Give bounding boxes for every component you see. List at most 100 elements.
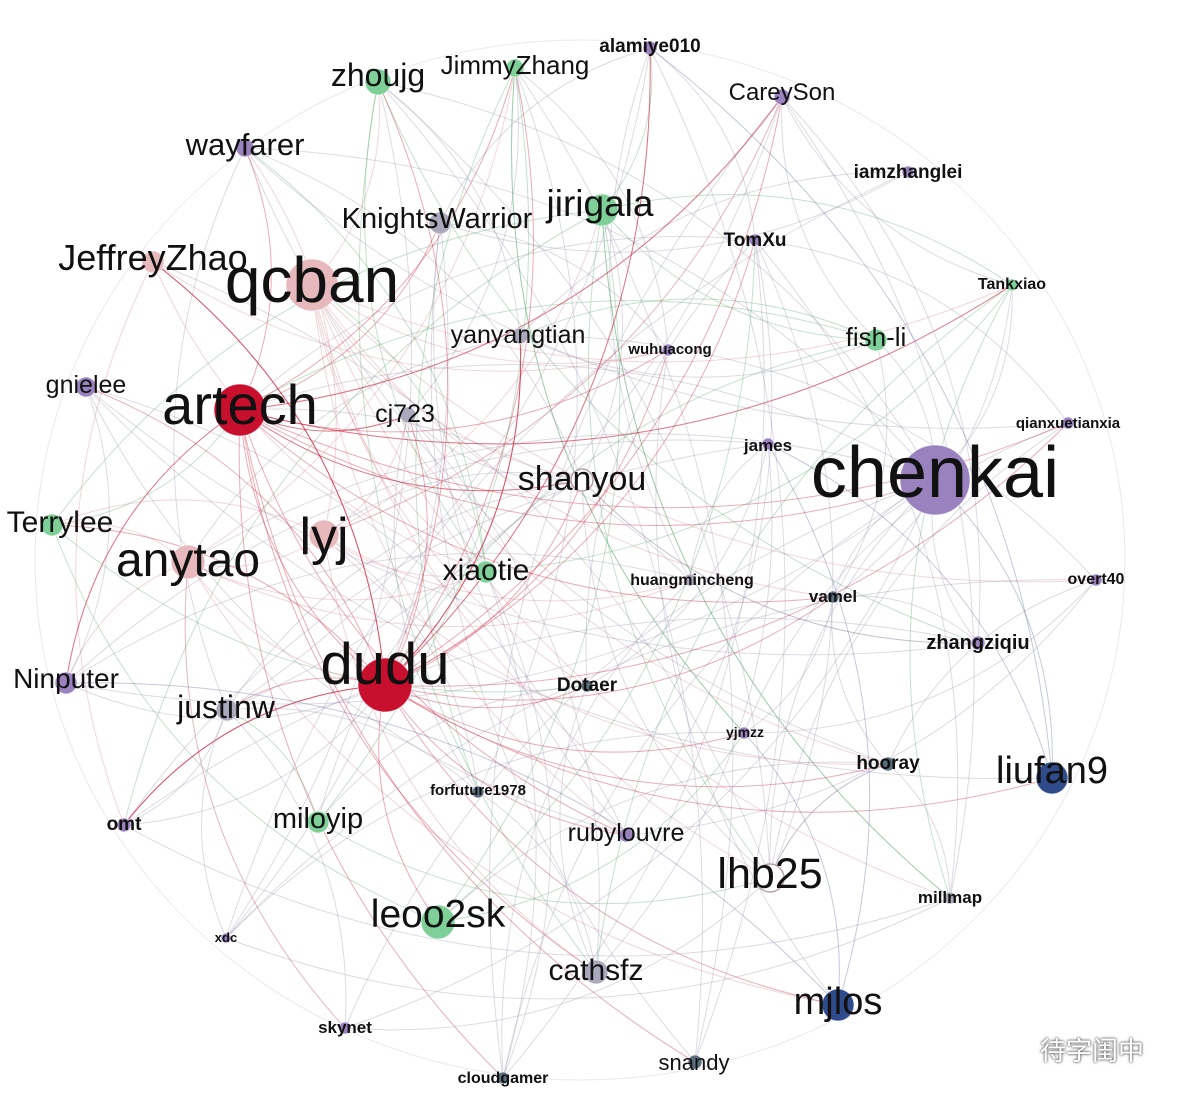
node-label-yjmzz: yjmzz xyxy=(726,724,764,740)
node-lhb25 xyxy=(755,863,785,893)
edge xyxy=(184,561,346,1029)
edge xyxy=(123,709,228,826)
node-label-JimmyZhang: JimmyZhang xyxy=(441,50,590,80)
edge xyxy=(489,96,783,1079)
node-anytao xyxy=(170,544,206,580)
edge xyxy=(226,96,783,711)
edge xyxy=(226,707,479,793)
node-label-shanyou: shanyou xyxy=(518,460,647,498)
node-label-JeffreyZhao: JeffreyZhao xyxy=(58,237,247,278)
edge xyxy=(239,409,597,973)
node-justinw xyxy=(215,698,239,722)
edge xyxy=(511,67,745,734)
edge xyxy=(244,147,337,536)
edge xyxy=(187,561,487,601)
edge xyxy=(384,335,522,686)
edge xyxy=(743,596,834,734)
node-label-CareySon: CareySon xyxy=(729,79,836,106)
edge xyxy=(184,561,346,1029)
watermark-text: 待字闺中 xyxy=(1039,1037,1144,1067)
edge xyxy=(519,298,877,341)
edge xyxy=(239,284,1013,445)
node-label-overt40: overt40 xyxy=(1068,571,1125,588)
edge xyxy=(152,261,669,372)
edge xyxy=(239,408,691,581)
node-label-Tankxiao: Tankxiao xyxy=(978,276,1046,293)
edge xyxy=(588,209,771,879)
node-label-vamel: vamel xyxy=(809,587,857,606)
edge xyxy=(595,443,773,973)
edge xyxy=(767,443,1053,779)
edge xyxy=(65,682,839,1006)
edge xyxy=(323,534,691,602)
edge xyxy=(887,763,951,899)
edge xyxy=(323,534,479,793)
edge xyxy=(384,47,651,686)
node-label-cj723: cj723 xyxy=(375,400,435,428)
edge xyxy=(323,414,409,536)
edge xyxy=(609,47,691,581)
edge xyxy=(200,709,228,939)
edge xyxy=(378,684,439,923)
edge xyxy=(501,579,691,1079)
edge xyxy=(225,222,449,939)
edge xyxy=(187,561,839,1006)
edge xyxy=(311,284,487,573)
node-label-Terrylee: Terrylee xyxy=(7,506,114,539)
node-label-alamiye010: alamiye010 xyxy=(599,36,700,57)
edge xyxy=(239,409,583,492)
node-liufan9 xyxy=(1035,761,1069,795)
edge xyxy=(384,684,745,753)
edge xyxy=(519,171,909,337)
edge xyxy=(226,47,651,711)
node-label-miloyip: miloyip xyxy=(273,803,363,835)
node-millmap xyxy=(943,891,957,905)
node-overt40 xyxy=(1089,573,1103,587)
node-label-qcban: qcban xyxy=(225,244,399,316)
edge xyxy=(384,96,783,686)
node-label-fish-li: fish-li xyxy=(846,322,907,352)
edge xyxy=(601,209,951,899)
edge xyxy=(311,284,487,573)
edge xyxy=(559,685,597,973)
node-label-forfuture1978: forfuture1978 xyxy=(430,782,526,799)
edge xyxy=(225,897,951,1000)
node-qcban xyxy=(285,258,339,312)
edge xyxy=(514,67,669,351)
node-label-james: james xyxy=(743,436,792,455)
edge xyxy=(239,96,783,411)
edge xyxy=(511,67,745,734)
edge xyxy=(317,685,588,823)
edge xyxy=(769,763,889,879)
edge xyxy=(311,284,771,879)
node-label-lyj: lyj xyxy=(299,508,348,566)
edge xyxy=(415,67,516,793)
edge xyxy=(601,194,1013,286)
edge xyxy=(649,47,786,1063)
node-label-TomXu: TomXu xyxy=(724,230,787,251)
node-label-gnielee: gnielee xyxy=(46,371,127,399)
node-miloyip xyxy=(306,810,330,834)
node-label-skynet: skynet xyxy=(318,1018,372,1037)
edge xyxy=(123,443,769,826)
watermark: 待字闺中 xyxy=(992,1031,1144,1068)
edge xyxy=(754,239,1069,424)
edge xyxy=(152,261,386,686)
edge xyxy=(225,81,412,939)
edge xyxy=(437,732,745,923)
edge xyxy=(239,284,1013,445)
edge xyxy=(239,96,783,411)
node-label-zhoujg: zhoujg xyxy=(331,57,425,93)
edge xyxy=(85,386,627,836)
node-label-qianxuetianxia: qianxuetianxia xyxy=(1016,415,1121,432)
edge xyxy=(754,239,959,899)
edge xyxy=(65,561,189,684)
edge xyxy=(187,561,691,628)
node-qianxuetianxia xyxy=(1061,416,1075,430)
node-zhoujg xyxy=(364,68,392,96)
edge xyxy=(173,147,246,711)
edge xyxy=(581,479,979,644)
edge xyxy=(384,335,522,686)
edge xyxy=(152,261,771,879)
node-layer xyxy=(40,40,1103,1085)
